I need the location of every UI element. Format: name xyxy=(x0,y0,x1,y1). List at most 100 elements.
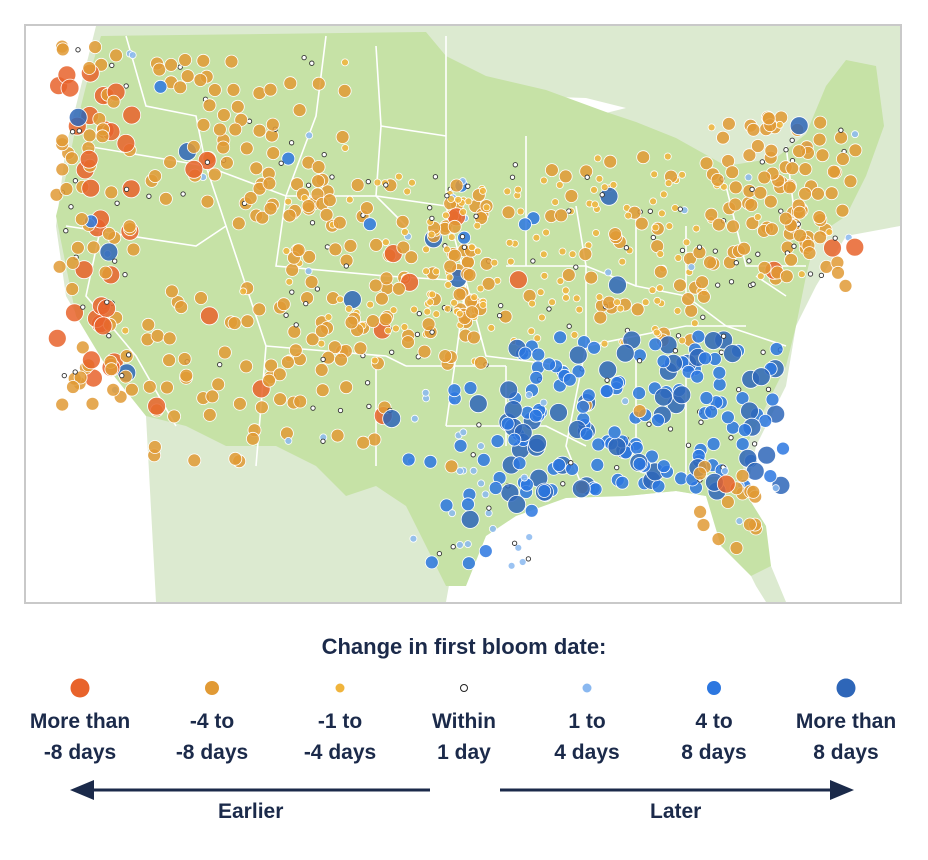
bloom-dot-1-to-4 xyxy=(851,130,859,139)
bloom-dot-minus-4-to-minus-8 xyxy=(227,316,242,331)
legend-label: More than 8 days xyxy=(795,710,897,764)
bloom-dot-4-to-8 xyxy=(531,347,546,362)
bloom-dot-4-to-8 xyxy=(648,337,663,352)
bloom-dot-minus-4-to-minus-8 xyxy=(681,292,695,307)
bloom-dot-minus-4-to-minus-8 xyxy=(634,216,649,231)
bloom-dot-minus-4-to-minus-8 xyxy=(55,397,70,412)
bloom-dot-within-1 xyxy=(75,47,81,53)
bloom-dot-4-to-8 xyxy=(587,340,601,355)
bloom-dot-minus-4-to-minus-8 xyxy=(196,53,211,68)
bloom-dot-within-1 xyxy=(623,245,630,251)
bloom-dot-minus-4-to-minus-8 xyxy=(122,219,137,234)
bloom-dot-within-1 xyxy=(728,435,734,441)
bloom-dot-minus-1-to-minus-4 xyxy=(400,323,409,331)
bloom-dot-minus-1-to-minus-4 xyxy=(432,267,441,276)
bloom-dot-minus-1-to-minus-4 xyxy=(616,304,625,313)
bloom-dot-more-than-minus-8 xyxy=(47,328,67,348)
bloom-dot-1-to-4 xyxy=(520,473,529,482)
bloom-dot-4-to-8 xyxy=(721,410,735,425)
bloom-dot-minus-4-to-minus-8 xyxy=(728,197,743,212)
bloom-dot-minus-4-to-minus-8 xyxy=(765,222,779,237)
bloom-dot-within-1 xyxy=(432,174,439,180)
bloom-dot-minus-4-to-minus-8 xyxy=(722,116,736,131)
bloom-dot-minus-4-to-minus-8 xyxy=(757,260,772,275)
bloom-dot-4-to-8 xyxy=(632,386,646,401)
bloom-dot-4-to-8 xyxy=(712,377,727,392)
bloom-dot-minus-4-to-minus-8 xyxy=(276,297,291,312)
bloom-dot-4-to-8 xyxy=(735,437,750,452)
bloom-dot-minus-4-to-minus-8 xyxy=(473,355,488,370)
bloom-dot-minus-4-to-minus-8 xyxy=(85,396,100,411)
bloom-dot-minus-4-to-minus-8 xyxy=(98,265,113,280)
bloom-dot-minus-1-to-minus-4 xyxy=(478,186,487,195)
bloom-dot-minus-4-to-minus-8 xyxy=(287,324,302,339)
bloom-dot-minus-4-to-minus-8 xyxy=(245,431,260,446)
bloom-dot-within-1 xyxy=(122,271,128,278)
bloom-dot-4-to-8 xyxy=(588,482,603,497)
bloom-dot-within-1 xyxy=(301,54,307,61)
bloom-dot-minus-4-to-minus-8 xyxy=(792,144,806,159)
bloom-dot-minus-4-to-minus-8 xyxy=(359,201,374,216)
bloom-dot-minus-1-to-minus-4 xyxy=(674,254,683,262)
bloom-dot-minus-4-to-minus-8 xyxy=(173,80,188,95)
bloom-dot-minus-4-to-minus-8 xyxy=(55,42,70,57)
bloom-dot-minus-4-to-minus-8 xyxy=(285,262,300,277)
bloom-dot-minus-4-to-minus-8 xyxy=(109,48,123,63)
bloom-dot-minus-1-to-minus-4 xyxy=(536,288,545,297)
bloom-dot-minus-4-to-minus-8 xyxy=(725,165,740,180)
bloom-dot-within-1 xyxy=(80,304,86,310)
bloom-dot-within-1 xyxy=(698,419,704,425)
legend-label: More than -8 days xyxy=(29,710,131,764)
bloom-dot-within-1 xyxy=(366,403,372,410)
bloom-dot-minus-4-to-minus-8 xyxy=(337,84,352,98)
bloom-dot-within-1 xyxy=(789,137,795,143)
bloom-dot-1-to-4 xyxy=(604,268,613,277)
bloom-dot-minus-1-to-minus-4 xyxy=(532,233,541,242)
bloom-dot-minus-1-to-minus-4 xyxy=(540,271,549,280)
bloom-dot-minus-1-to-minus-4 xyxy=(487,323,496,332)
bloom-dot-minus-4-to-minus-8 xyxy=(226,83,241,97)
bloom-dot-within-1 xyxy=(832,235,838,241)
bloom-dot-minus-1-to-minus-4 xyxy=(341,144,350,152)
bloom-dot-minus-4-to-minus-8 xyxy=(205,389,220,404)
bloom-dot-4-to-8 xyxy=(362,217,377,232)
bloom-dot-minus-1-to-minus-4 xyxy=(592,229,600,237)
bloom-dot-4-to-8 xyxy=(615,475,630,490)
bloom-dot-minus-4-to-minus-8 xyxy=(319,207,334,222)
bloom-dot-minus-4-to-minus-8 xyxy=(180,69,195,83)
bloom-dot-1-to-4 xyxy=(525,533,534,542)
gulf-of-mexico xyxy=(446,491,766,602)
bloom-dot-within-1 xyxy=(278,160,284,166)
bloom-dot-minus-4-to-minus-8 xyxy=(293,394,308,409)
bloom-dot-within-1 xyxy=(584,174,590,180)
bloom-dot-within-1 xyxy=(765,386,772,393)
bloom-dot-minus-1-to-minus-4 xyxy=(527,327,536,336)
bloom-dot-minus-1-to-minus-4 xyxy=(373,178,382,187)
bloom-dot-minus-4-to-minus-8 xyxy=(564,189,579,203)
bloom-dot-1-to-4 xyxy=(771,484,780,493)
bloom-dot-minus-1-to-minus-4 xyxy=(423,307,432,316)
bloom-dot-1-to-4 xyxy=(477,479,486,488)
bloom-dot-within-1 xyxy=(364,380,371,386)
bloom-dot-1-to-4 xyxy=(687,263,696,272)
bloom-dot-4-to-8 xyxy=(629,440,644,455)
bloom-dot-more-than-minus-8 xyxy=(845,237,865,257)
bloom-dot-minus-4-to-minus-8 xyxy=(126,242,141,257)
bloom-dot-within-1 xyxy=(459,233,466,240)
bloom-dot-within-1 xyxy=(314,286,321,292)
bloom-dot-within-1 xyxy=(204,159,211,165)
bloom-dot-minus-4-to-minus-8 xyxy=(695,275,709,290)
bloom-dot-minus-4-to-minus-8 xyxy=(815,148,830,163)
bloom-dot-minus-4-to-minus-8 xyxy=(696,518,711,532)
bloom-dot-minus-4-to-minus-8 xyxy=(404,250,419,265)
bloom-dot-minus-4-to-minus-8 xyxy=(125,382,139,397)
bloom-dot-minus-4-to-minus-8 xyxy=(608,227,622,242)
bloom-dot-minus-4-to-minus-8 xyxy=(813,115,828,130)
bloom-dot-more-than-8 xyxy=(342,290,362,310)
bloom-dot-minus-1-to-minus-4 xyxy=(239,287,248,296)
legend-label: -4 to -8 days xyxy=(175,710,249,764)
bloom-dot-1-to-4 xyxy=(721,467,729,475)
bloom-dot-minus-4-to-minus-8 xyxy=(824,186,839,201)
bloom-dot-minus-4-to-minus-8 xyxy=(106,94,121,109)
bloom-dot-minus-4-to-minus-8 xyxy=(798,162,813,177)
